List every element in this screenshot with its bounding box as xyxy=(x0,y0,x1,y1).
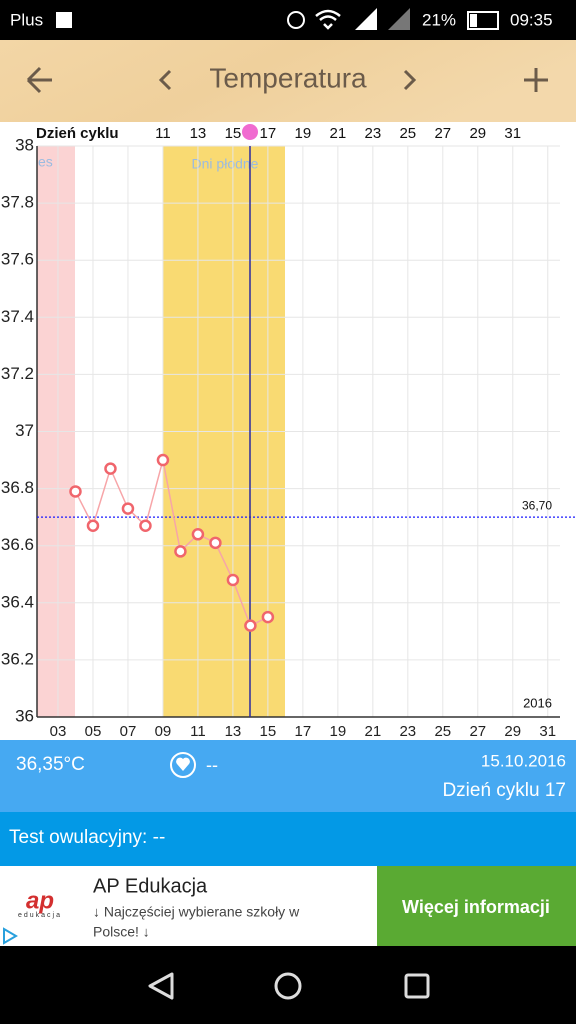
y-tick-label: 38 xyxy=(15,135,34,154)
y-tick-label: 36.4 xyxy=(1,592,34,611)
top-tick-label: 25 xyxy=(399,125,416,142)
x-tick-label: 31 xyxy=(539,723,556,740)
next-button[interactable] xyxy=(403,69,417,91)
y-tick-label: 36.8 xyxy=(1,478,34,497)
x-tick-label: 21 xyxy=(364,723,381,740)
heart-icon xyxy=(176,757,190,771)
chart: es Dni płodne 36 36.2 36.4 36.6 36.8 37 37.2 37.4… xyxy=(1,124,576,740)
temperature-point xyxy=(244,619,257,632)
ad-button-label: Więcej informacji xyxy=(402,897,550,917)
menstruation-label: es xyxy=(38,154,53,170)
ad-text: ↓ Najczęściej wybierane szkoły w xyxy=(93,904,300,920)
alarm-icon xyxy=(287,11,305,29)
x-tick-label: 29 xyxy=(504,723,521,740)
top-tick-label: 11 xyxy=(155,125,171,142)
top-tick-label: 17 xyxy=(260,125,277,142)
top-tick-label: 27 xyxy=(434,125,451,142)
temperature-line xyxy=(74,459,269,627)
info-panel xyxy=(0,740,576,812)
temperature-point xyxy=(139,519,152,532)
x-tick-label: 03 xyxy=(50,723,67,740)
signal2-icon xyxy=(388,8,410,30)
top-tick-label: 31 xyxy=(504,125,521,142)
ad-logo-sub: edukacja xyxy=(18,912,62,919)
y-tick-label: 37.6 xyxy=(1,250,34,269)
signal-icon xyxy=(355,8,377,30)
clock: 09:35 xyxy=(510,10,553,29)
add-button[interactable] xyxy=(524,68,548,92)
x-tick-label: 09 xyxy=(155,723,172,740)
prev-button[interactable] xyxy=(158,69,172,91)
ad-button[interactable] xyxy=(377,866,576,946)
heart-button[interactable] xyxy=(170,752,196,778)
y-tick-label: 37 xyxy=(15,421,34,440)
x-tick-label: 25 xyxy=(434,723,451,740)
temperature-point xyxy=(104,462,117,475)
temperature-point xyxy=(121,502,135,515)
date: 15.10.2016 xyxy=(481,751,566,770)
today-dot xyxy=(242,124,258,140)
nav-bar xyxy=(0,946,576,1024)
ad-title: AP Edukacja xyxy=(93,875,208,897)
cycle-day: Dzień cyklu 17 xyxy=(442,780,566,801)
top-tick-label: 29 xyxy=(469,125,486,142)
temperature-point xyxy=(191,528,205,541)
cover-line-label: 36,70 xyxy=(522,498,552,512)
temperature-point xyxy=(174,545,187,558)
nav-back[interactable] xyxy=(148,972,174,1000)
nav-home[interactable] xyxy=(274,972,302,1000)
temperature-point xyxy=(261,610,275,624)
ad-logo: ap xyxy=(26,887,54,914)
top-tick-label: 15 xyxy=(225,125,242,142)
y-tick-label: 36.2 xyxy=(1,649,34,668)
top-axis-label: Dzień cyklu xyxy=(36,125,119,142)
test-label[interactable]: Test owulacyjny: -- xyxy=(9,827,165,848)
x-tick-label: 27 xyxy=(469,723,486,740)
temperature: 36,35°C xyxy=(16,754,85,775)
carrier: Plus xyxy=(10,10,43,29)
nav-recents[interactable] xyxy=(404,973,430,999)
ad-choices[interactable] xyxy=(3,927,18,945)
temperature-point xyxy=(209,536,222,550)
heart-value: -- xyxy=(206,755,218,775)
back-button[interactable] xyxy=(26,66,52,94)
x-tick-label: 11 xyxy=(190,723,206,740)
x-tick-label: 05 xyxy=(85,723,102,740)
top-tick-label: 21 xyxy=(330,125,347,142)
x-tick-label: 23 xyxy=(399,723,416,740)
y-tick-label: 37.8 xyxy=(1,193,34,212)
temperature-point xyxy=(226,573,240,587)
x-tick-label: 17 xyxy=(295,723,312,740)
top-tick-label: 19 xyxy=(295,125,312,142)
y-tick-label: 36 xyxy=(15,706,34,725)
ad-text: Polsce! ↓ xyxy=(93,924,150,940)
wifi-icon xyxy=(315,9,341,30)
temperature-point xyxy=(69,485,82,498)
x-tick-label: 13 xyxy=(225,723,242,740)
battery-fill xyxy=(470,14,477,27)
top-tick-label: 13 xyxy=(190,125,207,142)
fb-icon xyxy=(56,12,72,28)
temperature-point xyxy=(156,453,170,467)
y-tick-label: 36.6 xyxy=(1,535,34,554)
x-tick-label: 15 xyxy=(260,723,277,740)
test-panel xyxy=(0,812,576,866)
header-title: Temperatura xyxy=(209,62,367,93)
x-tick-label: 07 xyxy=(120,723,137,740)
battery-level: 21% xyxy=(422,10,456,29)
top-tick-label: 23 xyxy=(364,125,381,142)
y-tick-label: 37.2 xyxy=(1,364,34,383)
fertile-label: Dni płodne xyxy=(192,156,259,172)
y-tick-label: 37.4 xyxy=(1,307,34,326)
header xyxy=(0,40,576,122)
x-tick-label: 19 xyxy=(330,723,347,740)
year-label: 2016 xyxy=(523,695,552,710)
battery-icon xyxy=(467,11,499,30)
temperature-point xyxy=(86,519,100,532)
